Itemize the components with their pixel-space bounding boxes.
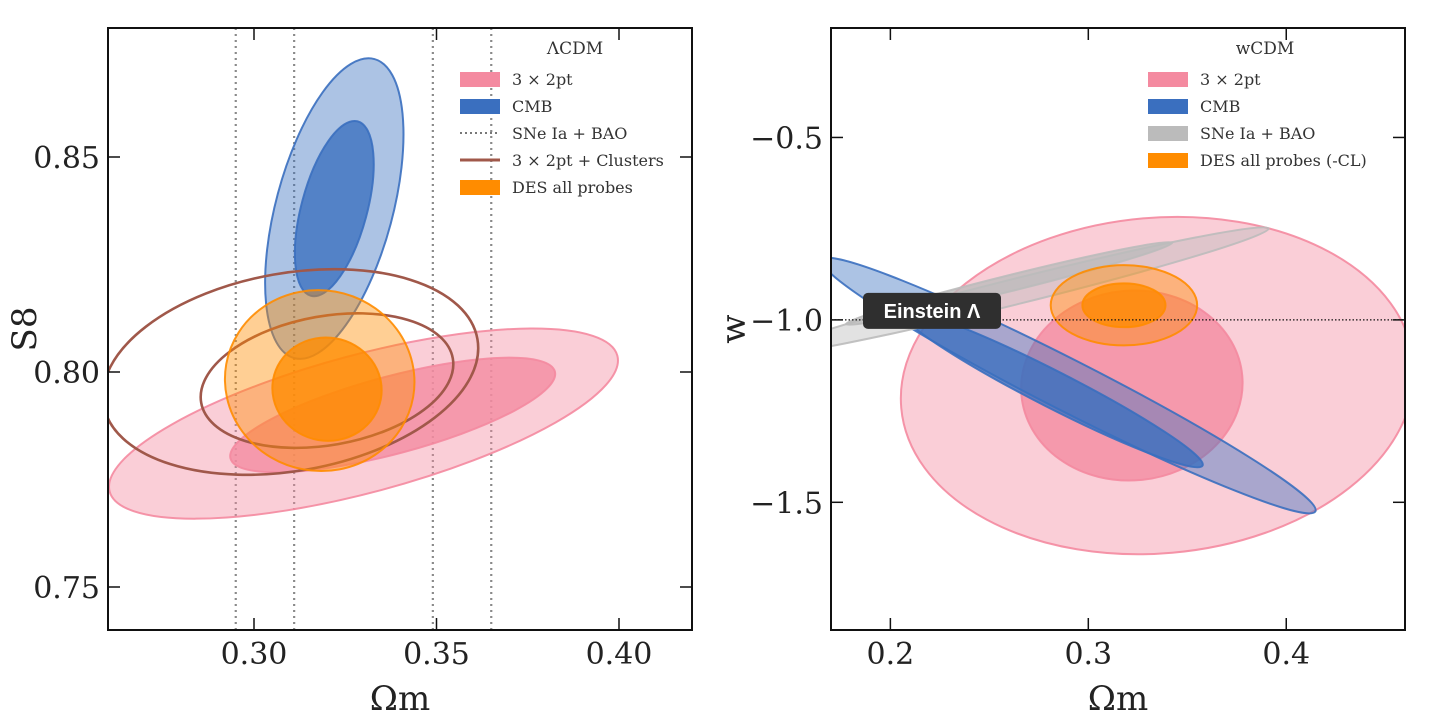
y-tick-label: −1.0 (750, 304, 823, 339)
legend-swatch (1148, 153, 1188, 168)
legend-item: DES all probes (460, 178, 633, 197)
x-tick-label: 0.2 (867, 637, 915, 672)
legend-item: CMB (1148, 97, 1240, 116)
contour-des-all-probes-cl--68 (1081, 282, 1167, 329)
x-axis-title: Ωm (1088, 679, 1148, 719)
legend-swatch (460, 99, 500, 114)
x-tick-label: 0.4 (1262, 637, 1310, 672)
plot-frame (107, 27, 693, 631)
y-tick-label: −1.5 (750, 486, 823, 521)
legend-label: SNe Ia + BAO (1200, 124, 1315, 143)
legend-label: CMB (512, 97, 552, 116)
legend-label: 3 × 2pt (1200, 70, 1261, 89)
legend-title: wCDM (1236, 39, 1295, 59)
plot-area (108, 28, 619, 630)
legend-swatch (460, 180, 500, 195)
contour-3-2pt-clusters-68 (199, 312, 455, 450)
legend-swatch (1148, 126, 1188, 141)
legend-label: DES all probes (-CL) (1200, 151, 1367, 170)
legend-label: SNe Ia + BAO (512, 124, 627, 143)
legend-item: CMB (460, 97, 552, 116)
legend-title: ΛCDM (546, 39, 603, 59)
legend-swatch (1148, 99, 1188, 114)
legend-label: 3 × 2pt (512, 70, 573, 89)
y-axis-title: w (714, 314, 754, 343)
legend-item: SNe Ia + BAO (460, 124, 627, 143)
contour-cmb-68 (293, 119, 375, 298)
x-axis-title: Ωm (370, 679, 430, 719)
y-tick-label: 0.75 (33, 571, 100, 606)
legend-item: 3 × 2pt (1148, 70, 1261, 89)
legend-swatch (1148, 72, 1188, 87)
contour-des-all-probes-68 (271, 336, 383, 442)
panel-wcdm: Einstein Λ 0.2 0.3 0.4 −1.5 −1.0 −0.5 Ωm w wCDM 3 … (714, 27, 1406, 719)
legend-label: CMB (1200, 97, 1240, 116)
x-tick-label: 0.30 (221, 637, 288, 672)
y-tick-label: 0.80 (33, 356, 100, 391)
legend-label: 3 × 2pt + Clusters (512, 151, 664, 170)
legend-item: 3 × 2pt (460, 70, 573, 89)
legend-label: DES all probes (512, 178, 633, 197)
legend-item: DES all probes (-CL) (1148, 151, 1367, 170)
x-tick-label: 0.40 (586, 637, 653, 672)
panel-lcdm: 0.30 0.35 0.40 0.75 0.80 0.85 Ωm S8 ΛCDM 3 × 2pt C… (5, 27, 693, 719)
contour-3-2pt-68 (229, 356, 557, 474)
plot-frame (830, 27, 1406, 631)
legend-item: 3 × 2pt + Clusters (460, 151, 664, 170)
y-tick-label: −0.5 (750, 121, 823, 156)
legend-item: SNe Ia + BAO (1148, 124, 1315, 143)
y-tick-label: 0.85 (33, 141, 100, 176)
y-axis-title: S8 (5, 307, 45, 352)
x-tick-label: 0.35 (403, 637, 470, 672)
annotation-badge (863, 292, 1001, 329)
legend-swatch (460, 72, 500, 87)
plot-area (831, 215, 1405, 556)
annotation-label: Einstein Λ (884, 301, 981, 323)
x-tick-label: 0.3 (1064, 637, 1112, 672)
